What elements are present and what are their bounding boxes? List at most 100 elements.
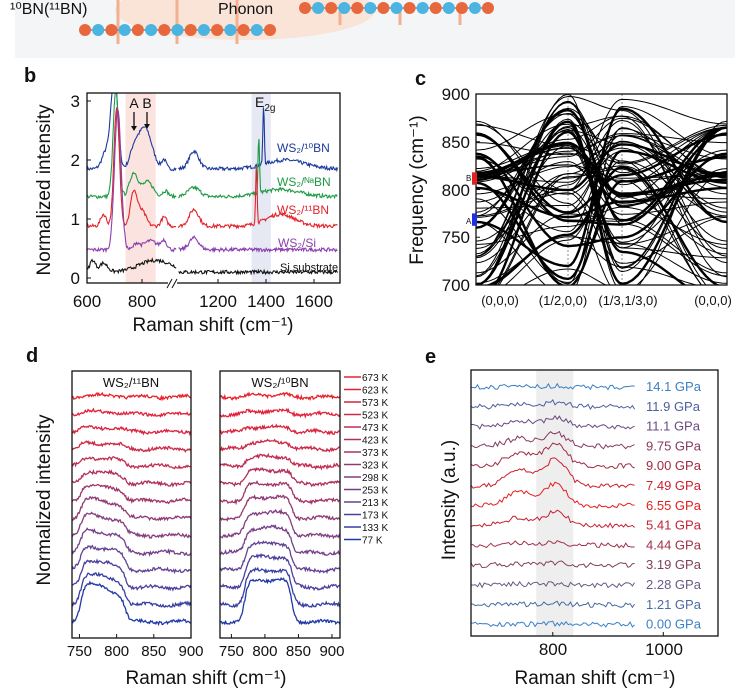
- e-xtick: 800: [539, 640, 567, 659]
- b-ytick: 1: [71, 210, 80, 229]
- phonon-band: [476, 121, 727, 229]
- spectrum: [220, 507, 341, 540]
- spectrum: [71, 558, 192, 592]
- atom: [92, 24, 105, 36]
- spectrum: [219, 452, 341, 471]
- pressure-label: 4.44 GPa: [646, 537, 702, 552]
- spectrum: [72, 469, 192, 488]
- legend-label: 77 K: [362, 536, 383, 547]
- atom: [468, 2, 481, 14]
- atom: [390, 2, 403, 14]
- phonon-band: [476, 101, 727, 285]
- atom-chains: [79, 0, 494, 44]
- mode-marker-B: [472, 172, 477, 185]
- spectrum: [470, 481, 635, 509]
- spectrum: [71, 571, 192, 608]
- spectrum: [470, 620, 635, 628]
- legend-si-substrate: Si substrate: [280, 262, 338, 274]
- panel-label-d: d: [26, 345, 38, 367]
- phonon-band: [476, 155, 727, 285]
- b-xtick: 800: [128, 292, 156, 311]
- panel-d-xlabel: Raman shift (cm⁻¹): [126, 668, 287, 689]
- plot-layer: [71, 370, 361, 639]
- series-line: [87, 93, 177, 172]
- c-xtick: (1/3,1/3,0): [598, 293, 657, 308]
- spectrum: [219, 423, 341, 436]
- e-xtick: 1000: [645, 640, 683, 659]
- plot-layer: [472, 93, 728, 286]
- d-left-title: WS₂/¹¹BN: [103, 375, 159, 390]
- c-ytick: 800: [442, 181, 470, 200]
- legend-label: 323 K: [362, 461, 388, 472]
- atom: [338, 2, 351, 14]
- phonon-band: [476, 236, 727, 284]
- atom: [224, 24, 237, 36]
- atom: [416, 2, 429, 14]
- mode-marker-A: [472, 213, 477, 226]
- atom: [131, 24, 144, 36]
- spectrum: [470, 540, 635, 549]
- legend-10bn: WS₂/¹⁰BN: [277, 141, 330, 155]
- panel-d-ylabel: Normalized intensity: [34, 414, 55, 586]
- atom: [237, 24, 250, 36]
- atom: [442, 2, 455, 14]
- atom: [312, 2, 325, 14]
- spectrum: [71, 527, 192, 558]
- series-line: [87, 93, 177, 200]
- peak-b-label: B: [142, 95, 151, 111]
- pressure-label: 0.00 GPa: [646, 617, 702, 632]
- pressure-label: 2.28 GPa: [646, 577, 702, 592]
- d-xtick: 850: [286, 643, 311, 660]
- spectrum: [71, 424, 192, 437]
- pressure-label: 6.55 GPa: [646, 498, 702, 513]
- atom: [118, 24, 131, 36]
- phonon-band: [476, 95, 727, 257]
- spectrum: [470, 457, 635, 489]
- e2g-sub: 2g: [264, 103, 275, 114]
- b-ytick: 3: [71, 92, 80, 111]
- atom: [403, 2, 416, 14]
- atom: [197, 24, 210, 36]
- legend-label: 298 K: [362, 473, 388, 484]
- b-xtick: 1400: [247, 292, 285, 311]
- spectrum: [71, 456, 191, 470]
- pressure-label: 11.9 GPa: [646, 399, 701, 414]
- atom: [171, 24, 184, 36]
- atom: [377, 2, 390, 14]
- atom: [184, 24, 197, 36]
- peak-a-label: A: [129, 95, 139, 111]
- legend-label: 373 K: [362, 448, 388, 459]
- spectrum: [470, 442, 635, 470]
- panel-e-ylabel: Intensity (a.u.): [439, 440, 460, 560]
- spectrum: [470, 430, 635, 450]
- spectrum: [219, 438, 341, 453]
- phonon-band: [476, 108, 727, 229]
- spectrum: [470, 580, 636, 589]
- legend-label: 173 K: [362, 511, 388, 522]
- spectrum: [219, 466, 341, 488]
- series-line: [177, 167, 338, 230]
- panel-label-e: e: [425, 346, 436, 368]
- pressure-label: 14.1 GPa: [646, 379, 702, 394]
- panel-label-c: c: [415, 68, 426, 90]
- spectrum: [219, 553, 341, 591]
- spectrum: [470, 509, 635, 529]
- legend-nabn: WS₂/ᴺᵃBN: [277, 175, 331, 189]
- atom: [264, 24, 276, 36]
- legend-label: 523 K: [362, 411, 388, 422]
- series-line: [178, 234, 338, 254]
- series-line: [87, 108, 177, 254]
- atom: [455, 2, 468, 14]
- plot-layer: [470, 369, 719, 637]
- spectrum: [219, 391, 341, 401]
- spectrum: [470, 560, 635, 569]
- series-line: [87, 257, 177, 275]
- spectrum: [470, 382, 635, 391]
- spectrum: [219, 576, 341, 626]
- legend-label: 473 K: [362, 423, 388, 434]
- plot-layer: [86, 92, 341, 289]
- c-xtick: (0,0,0): [481, 293, 519, 308]
- atom: [429, 2, 442, 14]
- atom: [325, 2, 338, 14]
